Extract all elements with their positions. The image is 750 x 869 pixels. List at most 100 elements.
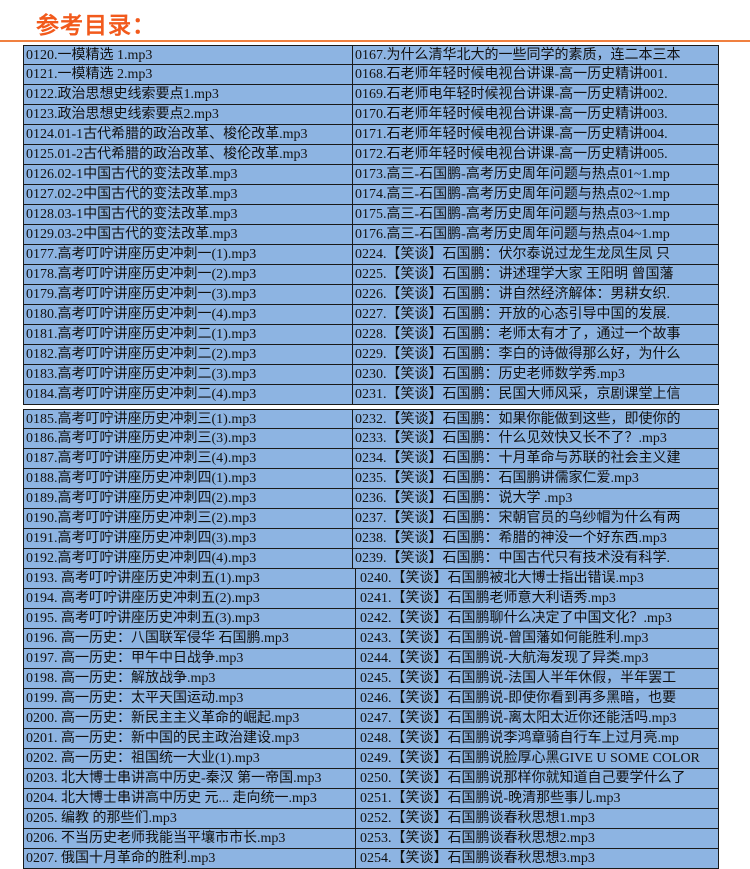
table-row: 0204. 北大博士串讲高中历史 元... 走向统一.mp3 0251.【笑谈】石… [23, 789, 719, 809]
table-row: 0125.01-2古代希腊的政治改革、梭伦改革.mp3 0172.石老师年轻时候电… [23, 145, 719, 165]
table-row: 0192.高考叮咛讲座历史冲刺四(4).mp3 0239.【笑谈】石国鹏：中国古代… [23, 549, 719, 569]
file-entry-left: 0199. 高一历史：太平天国运动.mp3 [23, 689, 356, 709]
table-row: 0128.03-1中国古代的变法改革.mp3 0175.高三-石国鹏-高考历史周年… [23, 205, 719, 225]
file-entry-left: 0125.01-2古代希腊的政治改革、梭伦改革.mp3 [23, 145, 353, 165]
table-row: 0121.一模精选 2.mp3 0168.石老师年轻时候电视台讲课-高一历史精讲0… [23, 65, 719, 85]
table-row: 0123.政治思想史线索要点2.mp3 0170.石老师年轻时候电视台讲课-高一历… [23, 105, 719, 125]
file-entry-right: 0245.【笑谈】石国鹏说-法国人半年休假，半年罢工 [356, 669, 719, 689]
file-entry-right: 0252.【笑谈】石国鹏谈春秋思想1.mp3 [356, 809, 719, 829]
table-row: 0189.高考叮咛讲座历史冲刺四(2).mp3 0236.【笑谈】石国鹏：说大学 … [23, 489, 719, 509]
table-row: 0198. 高一历史：解放战争.mp3 0245.【笑谈】石国鹏说-法国人半年休假… [23, 669, 719, 689]
file-table-block-1: 0120.一模精选 1.mp3 0167.为什么清华北大的一些同学的素质，连二本三… [23, 45, 719, 405]
table-row: 0122.政治思想史线索要点1.mp3 0169.石老师电年轻时候视台讲课-高一历… [23, 85, 719, 105]
table-row: 0193. 高考叮咛讲座历史冲刺五(1).mp3 0240.【笑谈】石国鹏被北大博… [23, 569, 719, 589]
table-row: 0197. 高一历史：甲午中日战争.mp3 0244.【笑谈】石国鹏说-大航海发现… [23, 649, 719, 669]
file-entry-left: 0181.高考叮咛讲座历史冲刺二(1).mp3 [23, 325, 353, 345]
file-entry-right: 0249.【笑谈】石国鹏说脸厚心黑GIVE U SOME COLOR [356, 749, 719, 769]
file-entry-right: 0232.【笑谈】石国鹏：如果你能做到这些，即使你的 [353, 409, 719, 429]
file-entry-right: 0168.石老师年轻时候电视台讲课-高一历史精讲001. [353, 65, 719, 85]
table-row: 0177.高考叮咛讲座历史冲刺一(1).mp3 0224.【笑谈】石国鹏：伏尔泰说… [23, 245, 719, 265]
file-entry-right: 0253.【笑谈】石国鹏谈春秋思想2.mp3 [356, 829, 719, 849]
file-entry-right: 0246.【笑谈】石国鹏说-即使你看到再多黑暗，也要 [356, 689, 719, 709]
file-entry-left: 0187.高考叮咛讲座历史冲刺三(4).mp3 [23, 449, 353, 469]
table-row: 0207. 俄国十月革命的胜利.mp3 0254.【笑谈】石国鹏谈春秋思想3.mp… [23, 849, 719, 869]
file-entry-left: 0178.高考叮咛讲座历史冲刺一(2).mp3 [23, 265, 353, 285]
table-row: 0205. 编教 的那些们.mp3 0252.【笑谈】石国鹏谈春秋思想1.mp3 [23, 809, 719, 829]
file-entry-left: 0206. 不当历史老师我能当平壤市市长.mp3 [23, 829, 356, 849]
file-entry-right: 0239.【笑谈】石国鹏：中国古代只有技术没有科学. [353, 549, 719, 569]
table-row: 0183.高考叮咛讲座历史冲刺二(3).mp3 0230.【笑谈】石国鹏：历史老师… [23, 365, 719, 385]
file-entry-right: 0254.【笑谈】石国鹏谈春秋思想3.mp3 [356, 849, 719, 869]
table-row: 0185.高考叮咛讲座历史冲刺三(1).mp3 0232.【笑谈】石国鹏：如果你能… [23, 409, 719, 429]
file-entry-right: 0235.【笑谈】石国鹏：石国鹏讲儒家仁爱.mp3 [353, 469, 719, 489]
file-entry-right: 0233.【笑谈】石国鹏：什么见效快又长不了？.mp3 [353, 429, 719, 449]
file-entry-left: 0193. 高考叮咛讲座历史冲刺五(1).mp3 [23, 569, 356, 589]
table-row: 0184.高考叮咛讲座历史冲刺二(4).mp3 0231.【笑谈】石国鹏：民国大师… [23, 385, 719, 405]
file-entry-left: 0201. 高一历史：新中国的民主政治建设.mp3 [23, 729, 356, 749]
file-entry-right: 0171.石老师年轻时候电视台讲课-高一历史精讲004. [353, 125, 719, 145]
file-entry-right: 0172.石老师年轻时候电视台讲课-高一历史精讲005. [353, 145, 719, 165]
file-entry-right: 0224.【笑谈】石国鹏：伏尔泰说过龙生龙凤生凤 只 [353, 245, 719, 265]
table-row: 0127.02-2中国古代的变法改革.mp3 0174.高三-石国鹏-高考历史周年… [23, 185, 719, 205]
file-table-block-2: 0185.高考叮咛讲座历史冲刺三(1).mp3 0232.【笑谈】石国鹏：如果你能… [23, 409, 719, 869]
file-entry-right: 0175.高三-石国鹏-高考历史周年问题与热点03~1.mp [353, 205, 719, 225]
table-row: 0195. 高考叮咛讲座历史冲刺五(3).mp3 0242.【笑谈】石国鹏聊什么决… [23, 609, 719, 629]
table-row: 0199. 高一历史：太平天国运动.mp3 0246.【笑谈】石国鹏说-即使你看到… [23, 689, 719, 709]
file-entry-left: 0203. 北大博士串讲高中历史-秦汉 第一帝国.mp3 [23, 769, 356, 789]
file-entry-left: 0177.高考叮咛讲座历史冲刺一(1).mp3 [23, 245, 353, 265]
file-entry-right: 0231.【笑谈】石国鹏：民国大师风采，京剧课堂上信 [353, 385, 719, 405]
file-entry-left: 0194. 高考叮咛讲座历史冲刺五(2).mp3 [23, 589, 356, 609]
table-row: 0126.02-1中国古代的变法改革.mp3 0173.高三-石国鹏-高考历史周年… [23, 165, 719, 185]
file-entry-right: 0167.为什么清华北大的一些同学的素质，连二本三本 [353, 45, 719, 65]
table-row: 0181.高考叮咛讲座历史冲刺二(1).mp3 0228.【笑谈】石国鹏：老师太有… [23, 325, 719, 345]
file-entry-right: 0234.【笑谈】石国鹏：十月革命与苏联的社会主义建 [353, 449, 719, 469]
file-entry-right: 0251.【笑谈】石国鹏说-晚清那些事儿.mp3 [356, 789, 719, 809]
file-entry-left: 0179.高考叮咛讲座历史冲刺一(3).mp3 [23, 285, 353, 305]
file-entry-left: 0128.03-1中国古代的变法改革.mp3 [23, 205, 353, 225]
table-row: 0179.高考叮咛讲座历史冲刺一(3).mp3 0226.【笑谈】石国鹏：讲自然经… [23, 285, 719, 305]
file-entry-right: 0236.【笑谈】石国鹏：说大学 .mp3 [353, 489, 719, 509]
file-entry-right: 0229.【笑谈】石国鹏：李白的诗做得那么好，为什么 [353, 345, 719, 365]
file-entry-left: 0126.02-1中国古代的变法改革.mp3 [23, 165, 353, 185]
file-entry-left: 0120.一模精选 1.mp3 [23, 45, 353, 65]
file-entry-left: 0204. 北大博士串讲高中历史 元... 走向统一.mp3 [23, 789, 356, 809]
table-row: 0200. 高一历史：新民主主义革命的崛起.mp3 0247.【笑谈】石国鹏说-离… [23, 709, 719, 729]
file-entry-left: 0121.一模精选 2.mp3 [23, 65, 353, 85]
file-entry-left: 0186.高考叮咛讲座历史冲刺三(3).mp3 [23, 429, 353, 449]
table-row: 0129.03-2中国古代的变法改革.mp3 0176.高三-石国鹏-高考历史周年… [23, 225, 719, 245]
file-entry-right: 0250.【笑谈】石国鹏说那样你就知道自己要学什么了 [356, 769, 719, 789]
file-entry-left: 0195. 高考叮咛讲座历史冲刺五(3).mp3 [23, 609, 356, 629]
file-entry-right: 0247.【笑谈】石国鹏说-离太阳太近你还能活吗.mp3 [356, 709, 719, 729]
file-entry-left: 0205. 编教 的那些们.mp3 [23, 809, 356, 829]
table-row: 0202. 高一历史：祖国统一大业(1).mp3 0249.【笑谈】石国鹏说脸厚心… [23, 749, 719, 769]
file-entry-left: 0191.高考叮咛讲座历史冲刺四(3).mp3 [23, 529, 353, 549]
table-row: 0203. 北大博士串讲高中历史-秦汉 第一帝国.mp3 0250.【笑谈】石国鹏… [23, 769, 719, 789]
file-entry-left: 0198. 高一历史：解放战争.mp3 [23, 669, 356, 689]
file-entry-right: 0241.【笑谈】石国鹏老师意大利语秀.mp3 [356, 589, 719, 609]
file-entry-left: 0189.高考叮咛讲座历史冲刺四(2).mp3 [23, 489, 353, 509]
table-row: 0206. 不当历史老师我能当平壤市市长.mp3 0253.【笑谈】石国鹏谈春秋思… [23, 829, 719, 849]
file-entry-right: 0240.【笑谈】石国鹏被北大博士指出错误.mp3 [356, 569, 719, 589]
file-entry-right: 0170.石老师年轻时候电视台讲课-高一历史精讲003. [353, 105, 719, 125]
table-row: 0178.高考叮咛讲座历史冲刺一(2).mp3 0225.【笑谈】石国鹏：讲述理学… [23, 265, 719, 285]
file-entry-right: 0226.【笑谈】石国鹏：讲自然经济解体：男耕女织. [353, 285, 719, 305]
file-entry-left: 0188.高考叮咛讲座历史冲刺四(1).mp3 [23, 469, 353, 489]
file-entry-left: 0183.高考叮咛讲座历史冲刺二(3).mp3 [23, 365, 353, 385]
file-entry-right: 0174.高三-石国鹏-高考历史周年问题与热点02~1.mp [353, 185, 719, 205]
file-entry-left: 0192.高考叮咛讲座历史冲刺四(4).mp3 [23, 549, 353, 569]
file-entry-right: 0242.【笑谈】石国鹏聊什么决定了中国文化？.mp3 [356, 609, 719, 629]
title-divider [0, 40, 750, 42]
table-row: 0188.高考叮咛讲座历史冲刺四(1).mp3 0235.【笑谈】石国鹏：石国鹏讲… [23, 469, 719, 489]
file-entry-right: 0228.【笑谈】石国鹏：老师太有才了，通过一个故事 [353, 325, 719, 345]
table-row: 0201. 高一历史：新中国的民主政治建设.mp3 0248.【笑谈】石国鹏说李鸿… [23, 729, 719, 749]
table-row: 0124.01-1古代希腊的政治改革、梭伦改革.mp3 0171.石老师年轻时候电… [23, 125, 719, 145]
file-entry-left: 0127.02-2中国古代的变法改革.mp3 [23, 185, 353, 205]
file-entry-left: 0184.高考叮咛讲座历史冲刺二(4).mp3 [23, 385, 353, 405]
file-entry-left: 0129.03-2中国古代的变法改革.mp3 [23, 225, 353, 245]
file-entry-left: 0190.高考叮咛讲座历史冲刺三(2).mp3 [23, 509, 353, 529]
file-entry-left: 0122.政治思想史线索要点1.mp3 [23, 85, 353, 105]
file-entry-left: 0202. 高一历史：祖国统一大业(1).mp3 [23, 749, 356, 769]
table-row: 0190.高考叮咛讲座历史冲刺三(2).mp3 0237.【笑谈】石国鹏：宋朝官员… [23, 509, 719, 529]
file-entry-left: 0185.高考叮咛讲座历史冲刺三(1).mp3 [23, 409, 353, 429]
file-entry-left: 0182.高考叮咛讲座历史冲刺二(2).mp3 [23, 345, 353, 365]
